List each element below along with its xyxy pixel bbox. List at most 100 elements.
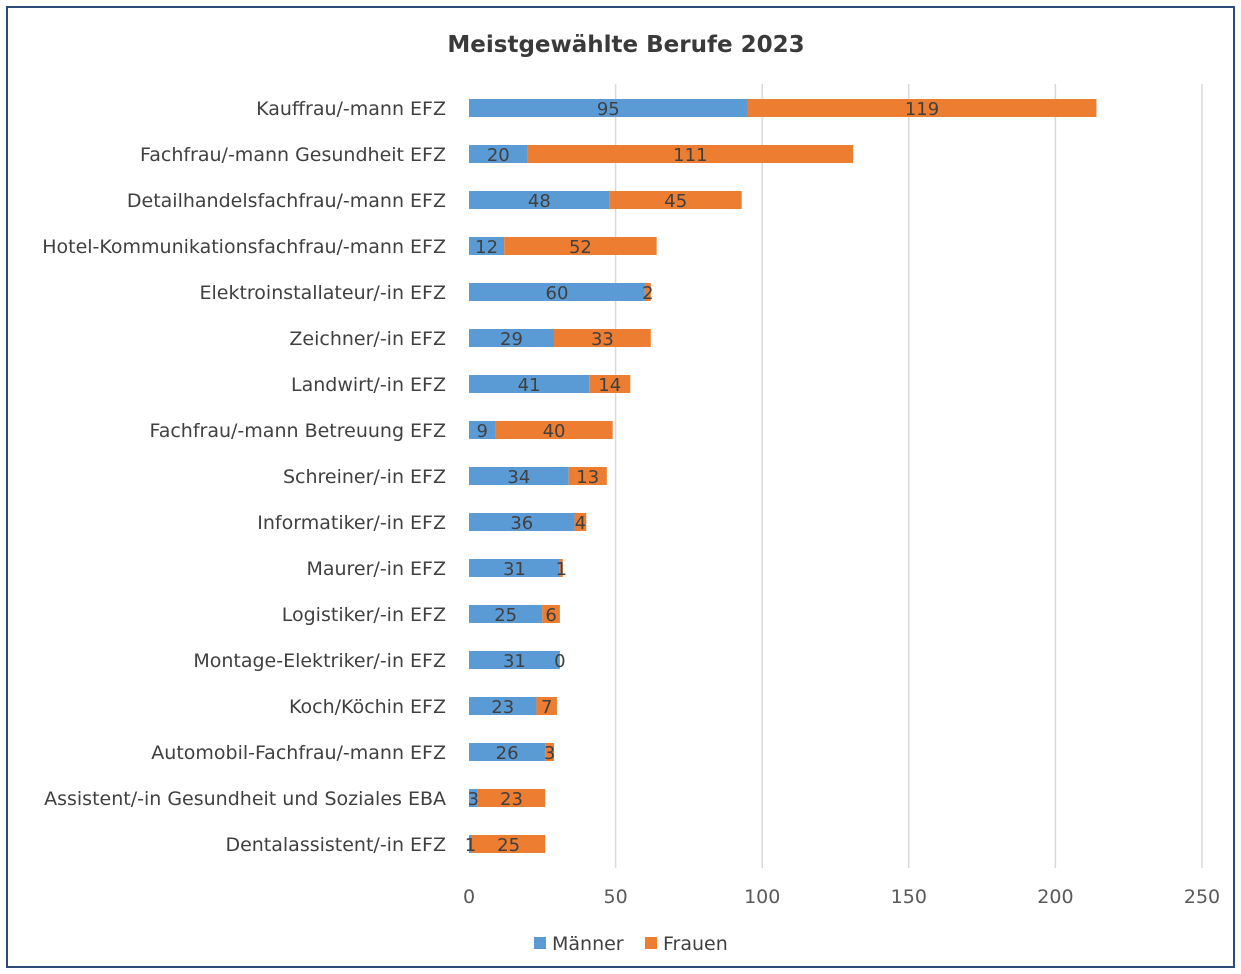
data-label: 1: [556, 559, 567, 580]
x-tick-label: 200: [1037, 886, 1073, 908]
bar-frauen: [545, 743, 555, 761]
bar-maenner: [469, 835, 472, 853]
data-label: 7: [541, 697, 552, 718]
data-label: 23: [491, 697, 514, 718]
data-label: 20: [487, 145, 510, 166]
category-label: Montage-Elektriker/-in EFZ: [193, 650, 446, 672]
data-label: 2: [642, 283, 653, 304]
data-label: 26: [496, 743, 519, 764]
bar-frauen: [536, 697, 557, 715]
data-label: 25: [494, 605, 517, 626]
data-label: 48: [528, 191, 551, 212]
category-label: Logistiker/-in EFZ: [282, 604, 446, 626]
data-label: 111: [673, 145, 707, 166]
x-tick-label: 150: [891, 886, 927, 908]
bar-maenner: [469, 283, 645, 301]
category-label: Schreiner/-in EFZ: [283, 466, 446, 488]
data-label: 3: [468, 789, 479, 810]
category-label: Automobil-Fachfrau/-mann EFZ: [151, 742, 446, 764]
bar-maenner: [469, 467, 569, 485]
bar-frauen: [589, 375, 631, 393]
data-label: 95: [597, 99, 620, 120]
bar-maenner: [469, 237, 505, 255]
data-label: 29: [500, 329, 523, 350]
category-label: Fachfrau/-mann Betreuung EFZ: [150, 420, 446, 442]
bar-maenner: [469, 513, 575, 531]
bar-maenner: [469, 651, 560, 669]
bar-frauen: [644, 283, 651, 301]
bar-maenner: [469, 605, 543, 623]
x-tick-label: 50: [604, 886, 628, 908]
bar-frauen: [504, 237, 657, 255]
data-label: 31: [503, 559, 526, 580]
category-label: Kauffrau/-mann EFZ: [256, 98, 446, 120]
bar-frauen: [542, 605, 560, 623]
x-axis-ticks: 0 50 100 150 200 250: [463, 886, 1220, 908]
data-label: 0: [554, 651, 565, 672]
data-label: 3: [544, 743, 555, 764]
bars: [469, 99, 1097, 853]
data-label: 23: [500, 789, 523, 810]
data-label: 12: [475, 237, 498, 258]
data-label: 34: [507, 467, 530, 488]
category-label: Assistent/-in Gesundheit und Soziales EB…: [44, 788, 446, 810]
category-label: Zeichner/-in EFZ: [289, 328, 446, 350]
category-label: Hotel-Kommunikationsfachfrau/-mann EFZ: [42, 236, 446, 258]
bar-maenner: [469, 145, 528, 163]
chart-title: Meistgewählte Berufe 2023: [447, 32, 804, 58]
bar-frauen: [471, 835, 546, 853]
data-label: 1: [465, 835, 476, 856]
data-label: 25: [497, 835, 520, 856]
data-label: 36: [510, 513, 533, 534]
bar-frauen: [568, 467, 607, 485]
data-label: 14: [598, 375, 621, 396]
bar-maenner: [469, 329, 555, 347]
legend-swatch-frauen: [645, 937, 657, 949]
bar-maenner: [469, 99, 748, 117]
bar-maenner: [469, 743, 546, 761]
data-label: 60: [546, 283, 569, 304]
data-label: 6: [545, 605, 556, 626]
category-label: Detailhandelsfachfrau/-mann EFZ: [127, 190, 446, 212]
data-label: 13: [576, 467, 599, 488]
bar-maenner: [469, 697, 537, 715]
category-label: Koch/Köchin EFZ: [289, 696, 446, 718]
bar-maenner: [469, 375, 590, 393]
data-label: 33: [591, 329, 614, 350]
data-label: 40: [543, 421, 566, 442]
bar-maenner: [469, 421, 496, 439]
category-label: Maurer/-in EFZ: [306, 558, 446, 580]
legend-swatch-maenner: [534, 937, 546, 949]
category-label: Landwirt/-in EFZ: [291, 374, 446, 396]
data-label: 4: [575, 513, 586, 534]
category-label: Fachfrau/-mann Gesundheit EFZ: [140, 144, 446, 166]
x-tick-label: 100: [744, 886, 780, 908]
bar-frauen: [527, 145, 854, 163]
bar-maenner: [469, 559, 560, 577]
bar-maenner: [469, 191, 610, 209]
legend-label-maenner: Männer: [552, 933, 624, 955]
data-label: 45: [664, 191, 687, 212]
bar-maenner: [469, 789, 478, 807]
legend-label-frauen: Frauen: [663, 933, 728, 955]
data-label: 31: [503, 651, 526, 672]
gridlines: [614, 84, 1203, 868]
data-label: 52: [569, 237, 592, 258]
bar-frauen: [559, 559, 563, 577]
bar-frauen: [554, 329, 651, 347]
data-label: 119: [905, 99, 939, 120]
bar-frauen: [477, 789, 546, 807]
chart-frame: [6, 6, 1235, 968]
category-label: Informatiker/-in EFZ: [257, 512, 446, 534]
bar-frauen: [747, 99, 1097, 117]
data-label: 41: [518, 375, 541, 396]
bar-frauen: [609, 191, 742, 209]
x-tick-label: 0: [463, 886, 475, 908]
x-tick-label: 250: [1184, 886, 1220, 908]
data-label: 9: [476, 421, 487, 442]
category-labels: Kauffrau/-mann EFZ Fachfrau/-mann Gesundh…: [42, 98, 446, 856]
category-label: Dentalassistent/-in EFZ: [225, 834, 446, 856]
category-label: Elektroinstallateur/-in EFZ: [199, 282, 446, 304]
